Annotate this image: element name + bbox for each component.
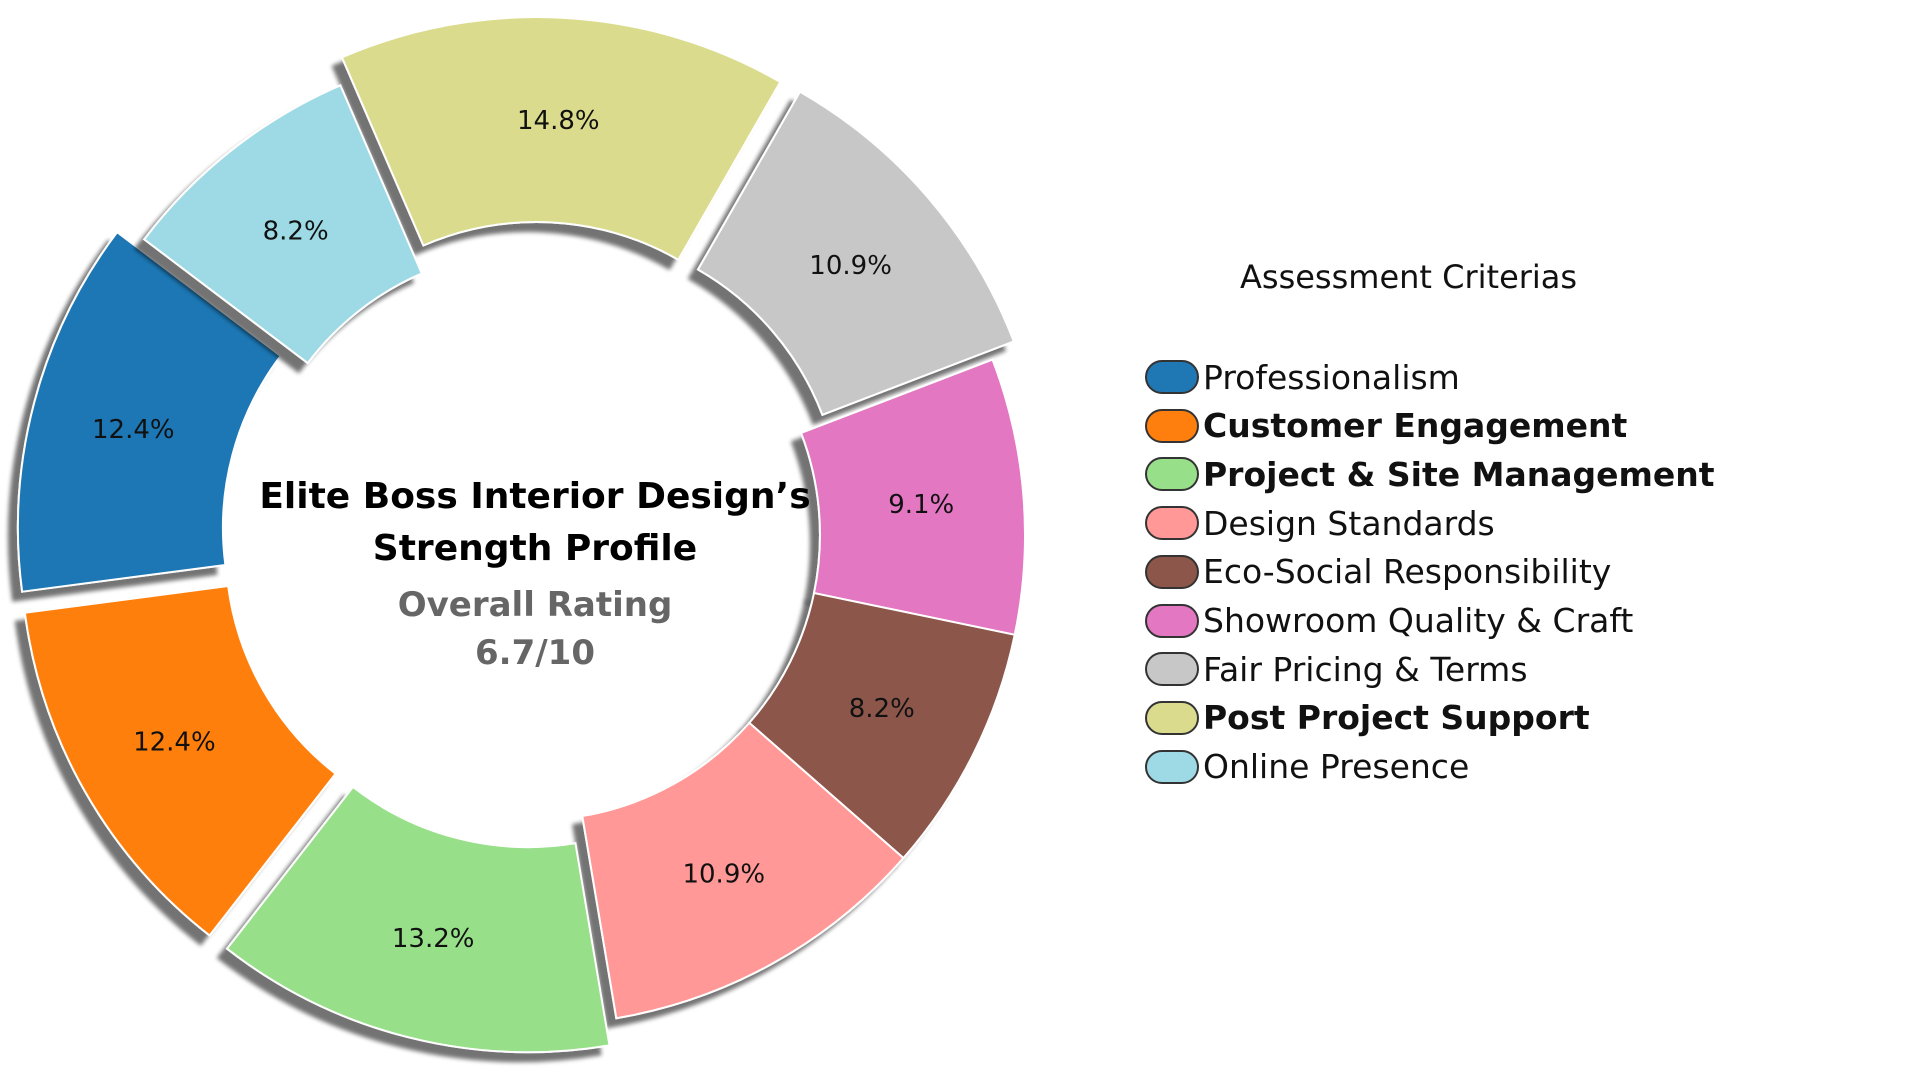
slice-label-design-standards: 10.9% xyxy=(682,859,765,889)
slice-customer-engagement xyxy=(23,584,337,937)
legend-swatch xyxy=(1145,408,1199,443)
slice-project-and-site-management xyxy=(225,785,611,1054)
slice-label-fair-pricing-and-terms: 10.9% xyxy=(809,251,892,281)
legend-label: Design Standards xyxy=(1203,503,1495,543)
legend-swatch xyxy=(1145,700,1199,735)
slice-label-showroom-quality-and-craft: 9.1% xyxy=(888,490,954,520)
legend-swatch xyxy=(1145,652,1199,687)
legend-label: Fair Pricing & Terms xyxy=(1203,649,1528,689)
legend-swatch xyxy=(1145,749,1199,784)
legend-item-online-presence: Online Presence xyxy=(1145,747,1469,787)
slice-label-online-presence: 8.2% xyxy=(263,216,329,246)
slice-post-project-support xyxy=(340,16,782,262)
slice-label-eco-social-responsibility: 8.2% xyxy=(849,694,915,724)
slice-label-project-and-site-management: 13.2% xyxy=(392,924,475,954)
legend-swatch xyxy=(1145,360,1199,394)
legend-label: Project & Site Management xyxy=(1203,454,1715,494)
legend-item-project-and-site-management: Project & Site Management xyxy=(1145,454,1715,494)
slice-online-presence xyxy=(142,83,424,365)
legend-label: Eco-Social Responsibility xyxy=(1203,552,1612,592)
slice-label-professionalism: 12.4% xyxy=(92,415,175,445)
overall-rating-value: 6.7/10 xyxy=(475,633,595,673)
slices-group xyxy=(17,16,1026,1054)
legend-item-eco-social-responsibility: Eco-Social Responsibility xyxy=(1145,552,1611,592)
legend-swatch xyxy=(1145,554,1199,589)
legend-item-customer-engagement: Customer Engagement xyxy=(1145,406,1627,446)
legend-swatch xyxy=(1145,457,1199,492)
legend-item-design-standards: Design Standards xyxy=(1145,503,1495,543)
legend-label: Post Project Support xyxy=(1203,698,1590,738)
legend-label: Showroom Quality & Craft xyxy=(1203,601,1634,640)
slice-fair-pricing-and-terms xyxy=(696,90,1016,417)
legend-swatch xyxy=(1145,603,1199,638)
legend-swatch xyxy=(1145,506,1199,541)
legend-label: Professionalism xyxy=(1203,357,1460,397)
legend-title: Assessment Criterias xyxy=(1240,258,1578,296)
slice-label-customer-engagement: 12.4% xyxy=(133,727,216,757)
legend-label: Online Presence xyxy=(1203,747,1470,787)
chart-title-line-2: Strength Profile xyxy=(373,528,697,569)
overall-rating-label: Overall Rating xyxy=(398,585,673,625)
slice-labels-group: 14.8% 10.9% 9.1% 8.2% 10.9% 13.2% 12.4% 12.4% 8.… xyxy=(92,106,954,954)
legend-label: Customer Engagement xyxy=(1203,406,1628,446)
legend-item-showroom-quality-and-craft: Showroom Quality & Craft xyxy=(1145,601,1633,641)
slice-professionalism xyxy=(17,230,283,593)
slice-label-post-project-support: 14.8% xyxy=(517,106,600,136)
legend-item-fair-pricing-and-terms: Fair Pricing & Terms xyxy=(1145,649,1528,689)
slice-design-standards xyxy=(581,721,905,1020)
legend-item-post-project-support: Post Project Support xyxy=(1145,698,1590,738)
legend-item-professionalism: Professionalism xyxy=(1145,357,1460,397)
chart-title-line-1: Elite Boss Interior Design’s xyxy=(259,476,810,517)
